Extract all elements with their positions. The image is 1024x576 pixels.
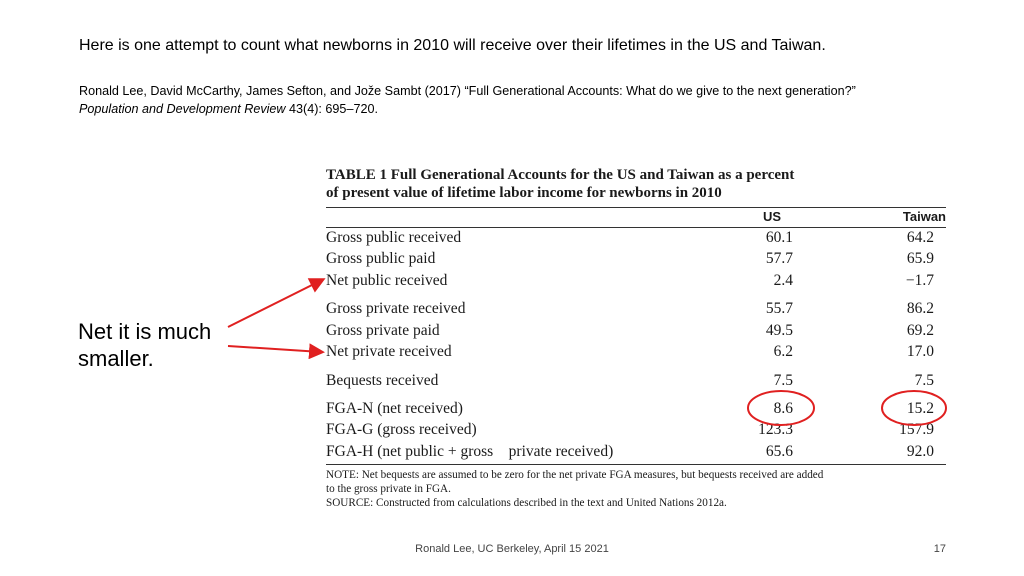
taiwan-value: 65.9 (906, 250, 934, 267)
table-row: Gross private received 55.7 86.2 (326, 300, 946, 320)
us-value: 55.7 (765, 300, 793, 317)
slide-footer: Ronald Lee, UC Berkeley, April 15 2021 (415, 543, 609, 555)
citation: Ronald Lee, David McCarthy, James Sefton… (79, 82, 856, 118)
row-label: FGA-H (net public + gross private receiv… (326, 443, 614, 460)
row-label: Gross public paid (326, 250, 436, 267)
row-label: Gross private paid (326, 322, 440, 339)
table-row: FGA-N (net received) 8.6 15.2 (326, 400, 946, 420)
taiwan-value: 64.2 (906, 229, 934, 246)
row-label: FGA-N (net received) (326, 400, 463, 417)
arrow-to-net-public (227, 278, 326, 328)
note-line-1: NOTE: Net bequests are assumed to be zer… (326, 469, 824, 481)
row-label: Net public received (326, 272, 448, 289)
source-line: SOURCE: Constructed from calculations de… (326, 497, 727, 509)
highlight-circle-us (747, 390, 815, 426)
callout-line-1: Net it is much (78, 319, 212, 344)
taiwan-value: 69.2 (906, 322, 934, 339)
slide-heading: Here is one attempt to count what newbor… (79, 37, 826, 54)
table-note: NOTE: Net bequests are assumed to be zer… (326, 468, 946, 510)
us-value: 57.7 (765, 250, 793, 267)
citation-source: Population and Development Review 43(4):… (79, 100, 856, 118)
us-value: 65.6 (765, 443, 793, 460)
table-row: Gross private paid 49.5 69.2 (326, 322, 946, 342)
taiwan-value: 86.2 (906, 300, 934, 317)
taiwan-value: 17.0 (906, 343, 934, 360)
table-bottom-rule (326, 464, 946, 465)
citation-authors: Ronald Lee, David McCarthy, James Sefton… (79, 84, 856, 98)
highlight-circle-taiwan (881, 390, 947, 426)
callout-text: Net it is much smaller. (78, 318, 211, 372)
callout-line-2: smaller. (78, 346, 154, 371)
citation-volume: 43(4): 695–720. (285, 102, 378, 116)
taiwan-value: 92.0 (906, 443, 934, 460)
table-row: Net public received 2.4 −1.7 (326, 272, 946, 292)
us-value: 8.6 (773, 400, 793, 417)
table-row: FGA-H (net public + gross private receiv… (326, 443, 946, 463)
row-label: Net private received (326, 343, 452, 360)
page-number: 17 (933, 543, 946, 555)
table-header-rule (326, 227, 946, 228)
row-label: Bequests received (326, 372, 439, 389)
taiwan-value: −1.7 (905, 272, 934, 289)
note-line-2: to the gross private in FGA. (326, 483, 451, 495)
table-row: Gross public paid 57.7 65.9 (326, 250, 946, 270)
us-value: 6.2 (773, 343, 793, 360)
table-row: Net private received 6.2 17.0 (326, 343, 946, 363)
row-label: Gross private received (326, 300, 466, 317)
row-label: Gross public received (326, 229, 462, 246)
taiwan-value: 7.5 (914, 372, 934, 389)
taiwan-value: 15.2 (906, 400, 934, 417)
us-value: 2.4 (773, 272, 793, 289)
column-header-us: US (763, 209, 782, 224)
table-row: Gross public received 60.1 64.2 (326, 229, 946, 249)
us-value: 60.1 (765, 229, 793, 246)
column-header-taiwan: Taiwan (902, 209, 946, 224)
table-image: TABLE 1 Full Generational Accounts for t… (326, 166, 946, 509)
arrow-to-net-private (227, 343, 325, 360)
table-title-line-2: of present value of lifetime labor incom… (326, 185, 722, 201)
table-title-line-1: TABLE 1 Full Generational Accounts for t… (326, 167, 795, 183)
us-value: 7.5 (773, 372, 793, 389)
row-label: FGA-G (gross received) (326, 421, 477, 438)
table-top-rule (326, 207, 946, 208)
citation-journal: Population and Development Review (79, 102, 286, 116)
us-value: 49.5 (765, 322, 793, 339)
table-row: Bequests received 7.5 7.5 (326, 372, 946, 392)
